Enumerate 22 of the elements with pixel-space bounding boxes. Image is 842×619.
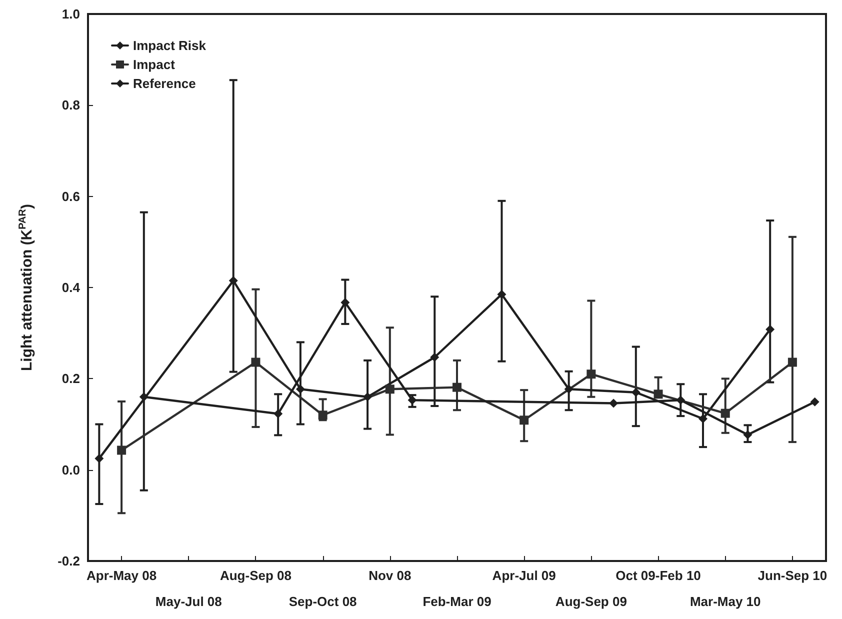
x-tick-label: Aug-Sep 09 [555,594,627,609]
x-tick-label: Mar-May 10 [690,594,761,609]
x-tick-label: Aug-Sep 08 [220,568,292,583]
y-tick-label: 0.0 [62,462,80,478]
x-tick-label: Apr-May 08 [86,568,157,583]
x-tick-label: May-Jul 08 [155,594,222,609]
x-tick-label: Feb-Mar 09 [422,594,492,609]
legend-label: Reference [133,76,196,91]
y-tick-label: -0.2 [58,554,80,568]
y-tick-label: 1.0 [62,6,80,22]
y-tick-label: 0.8 [62,98,80,113]
y-tick-label: 0.2 [62,371,80,386]
legend-label: Impact [133,57,176,72]
legend-label: Impact Risk [133,38,207,53]
y-tick-label: 0.6 [62,188,80,204]
x-tick-label: Jun-Sep 10 [758,568,828,583]
y-tick-label: 0.4 [62,280,81,295]
x-tick-label: Nov 08 [368,568,412,583]
x-tick-label: Oct 09-Feb 10 [616,568,701,583]
x-tick-label: Apr-Jul 09 [492,568,556,583]
x-tick-label: Sep-Oct 08 [288,594,357,609]
y-axis-title: Light attenuation (KPAR) [18,204,36,372]
